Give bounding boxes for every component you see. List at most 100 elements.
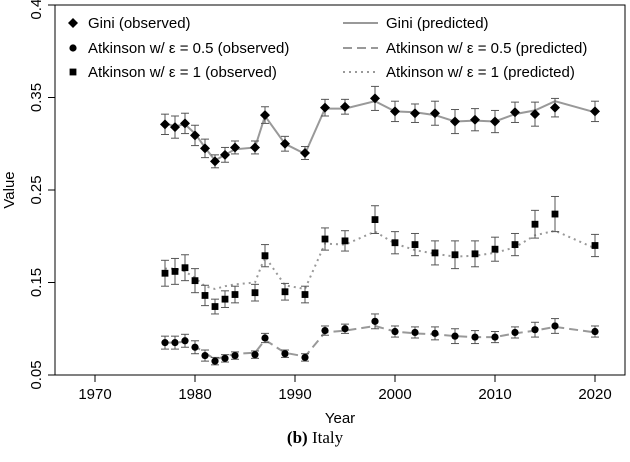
data-point-circle [321, 327, 329, 335]
data-point-square [551, 210, 559, 218]
data-point-circle [511, 328, 519, 337]
data-point-circle [411, 328, 419, 337]
y-tick-label: 0.25 [28, 175, 45, 204]
data-point-square [201, 292, 209, 299]
legend-label: Gini (observed) [88, 15, 191, 32]
data-point-diamond [340, 101, 350, 112]
data-point-square [281, 288, 289, 296]
data-point-square [221, 295, 229, 303]
y-tick-label: 0.45 [28, 0, 45, 20]
data-point-diamond [590, 106, 600, 117]
data-point-square [491, 245, 499, 253]
data-point-circle [231, 351, 239, 360]
data-point-square [411, 241, 419, 248]
data-point-circle [301, 353, 309, 362]
data-point-diamond [200, 143, 210, 154]
data-point-circle [261, 334, 269, 342]
data-point-square [191, 277, 199, 285]
data-point-diamond [490, 116, 500, 127]
data-point-square [471, 250, 479, 258]
data-point-circle [391, 327, 399, 336]
data-point-square [511, 241, 519, 248]
data-point-square [211, 303, 219, 310]
data-point-circle [371, 317, 379, 325]
series-line-dashed [165, 324, 596, 361]
y-axis-title: Value [1, 171, 18, 208]
caption-label: (b) [286, 428, 308, 447]
x-tick-label: 1980 [178, 386, 211, 403]
x-axis-title: Year [325, 410, 355, 425]
x-tick-label: 1970 [78, 386, 111, 403]
data-point-square [231, 291, 239, 298]
data-point-diamond [250, 142, 260, 153]
figure-caption: (b) Italy [0, 428, 630, 448]
data-point-circle [471, 333, 479, 341]
series-line-dotted [165, 229, 596, 291]
legend-label: Atkinson w/ ε = 1 (predicted) [386, 64, 575, 81]
data-point-square [591, 242, 599, 249]
data-point-circle [161, 339, 169, 347]
chart: 1970 1980 1990 2000 2010 2020 0.05 0.15 0.25 0.35… [1, 0, 626, 425]
data-point-diamond [390, 106, 400, 117]
legend-label: Gini (predicted) [386, 15, 489, 32]
data-point-square [341, 237, 349, 245]
data-point-diamond [190, 130, 200, 141]
y-tick-label: 0.15 [28, 268, 45, 297]
data-point-diamond [170, 122, 180, 133]
data-point-diamond [300, 148, 310, 158]
data-point-diamond [220, 149, 230, 160]
data-point-diamond [530, 109, 540, 120]
data-point-circle [341, 325, 349, 333]
data-point-circle [221, 354, 229, 362]
data-point-diamond [370, 93, 380, 104]
data-point-diamond [550, 102, 560, 113]
data-point-circle [191, 343, 199, 351]
data-point-square [321, 235, 329, 243]
data-point-diamond [280, 138, 290, 149]
plot-frame [54, 4, 626, 376]
data-point-square [171, 268, 179, 275]
x-tick-label: 2020 [578, 386, 611, 403]
data-point-square [451, 251, 459, 259]
data-point-square [261, 252, 269, 260]
legend-marker-square [69, 68, 77, 76]
data-point-circle [281, 350, 289, 358]
data-point-diamond [450, 116, 460, 127]
data-point-circle [251, 351, 259, 359]
legend-marker-circle [69, 44, 77, 52]
data-point-diamond [470, 114, 480, 125]
data-point-circle [551, 322, 559, 330]
x-tick-label: 1990 [278, 386, 311, 403]
data-point-square [301, 291, 309, 298]
data-point-diamond [160, 119, 170, 130]
data-point-diamond [320, 102, 330, 113]
data-point-diamond [510, 107, 520, 118]
data-point-square [531, 220, 539, 228]
data-point-circle [171, 339, 179, 347]
x-tick-label: 2010 [478, 386, 511, 403]
legend-label: Atkinson w/ ε = 1 (observed) [88, 64, 277, 81]
data-point-circle [431, 329, 439, 337]
data-point-circle [531, 326, 539, 334]
data-point-circle [451, 332, 459, 340]
data-point-square [251, 289, 259, 297]
data-point-square [161, 269, 169, 277]
data-point-square [371, 216, 379, 223]
data-point-square [431, 249, 439, 257]
series-line-solid [164, 100, 596, 162]
data-point-diamond [210, 156, 220, 167]
legend-marker-diamond [68, 18, 78, 28]
legend-label: Atkinson w/ ε = 0.5 (observed) [88, 40, 289, 57]
legend-label: Atkinson w/ ε = 0.5 (predicted) [386, 40, 587, 57]
data-point-diamond [410, 108, 420, 119]
data-point-square [181, 264, 189, 272]
data-point-diamond [260, 110, 270, 121]
data-point-diamond [180, 118, 190, 129]
y-tick-label: 0.05 [28, 360, 45, 389]
data-point-circle [181, 337, 189, 345]
y-tick-label: 0.35 [28, 83, 45, 112]
data-point-diamond [430, 108, 440, 119]
caption-text: Italy [311, 428, 344, 447]
x-tick-label: 2000 [378, 386, 411, 403]
data-point-square [391, 239, 399, 247]
